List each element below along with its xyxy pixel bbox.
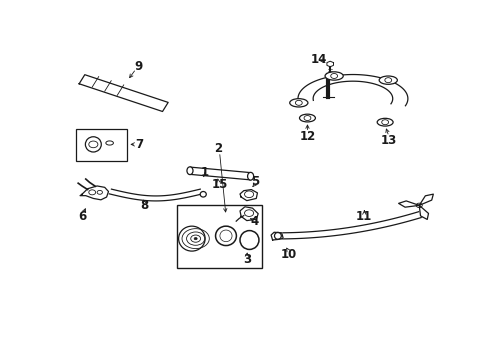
Text: 10: 10 (280, 248, 296, 261)
Ellipse shape (289, 99, 307, 107)
Text: 5: 5 (250, 175, 259, 188)
Ellipse shape (325, 72, 343, 80)
Ellipse shape (247, 172, 253, 180)
Text: 7: 7 (135, 138, 142, 151)
Text: 13: 13 (380, 134, 396, 147)
Text: 4: 4 (250, 216, 258, 229)
Ellipse shape (376, 118, 392, 126)
Text: 11: 11 (355, 210, 372, 223)
Ellipse shape (274, 233, 281, 239)
Polygon shape (240, 190, 257, 201)
Text: 2: 2 (214, 142, 222, 155)
Bar (176, 205, 262, 268)
Ellipse shape (178, 226, 205, 251)
Text: 3: 3 (242, 253, 250, 266)
Polygon shape (418, 205, 427, 220)
Polygon shape (79, 75, 168, 112)
Text: 8: 8 (140, 199, 148, 212)
Polygon shape (270, 232, 283, 240)
Circle shape (194, 238, 197, 240)
Polygon shape (418, 194, 432, 205)
Polygon shape (80, 186, 108, 200)
Text: 12: 12 (299, 130, 315, 143)
Ellipse shape (186, 167, 193, 175)
Polygon shape (297, 75, 407, 106)
Text: 15: 15 (211, 178, 227, 191)
Ellipse shape (299, 114, 315, 122)
Text: 1: 1 (201, 166, 209, 179)
Polygon shape (109, 189, 202, 201)
Text: 14: 14 (310, 53, 326, 66)
Bar (75, 129, 126, 161)
Text: 9: 9 (134, 60, 142, 73)
Ellipse shape (200, 192, 206, 197)
Ellipse shape (378, 76, 397, 84)
Polygon shape (326, 61, 333, 67)
Text: 6: 6 (78, 210, 86, 223)
Polygon shape (189, 167, 251, 180)
Polygon shape (240, 207, 258, 221)
Polygon shape (398, 201, 418, 207)
Polygon shape (279, 211, 424, 239)
